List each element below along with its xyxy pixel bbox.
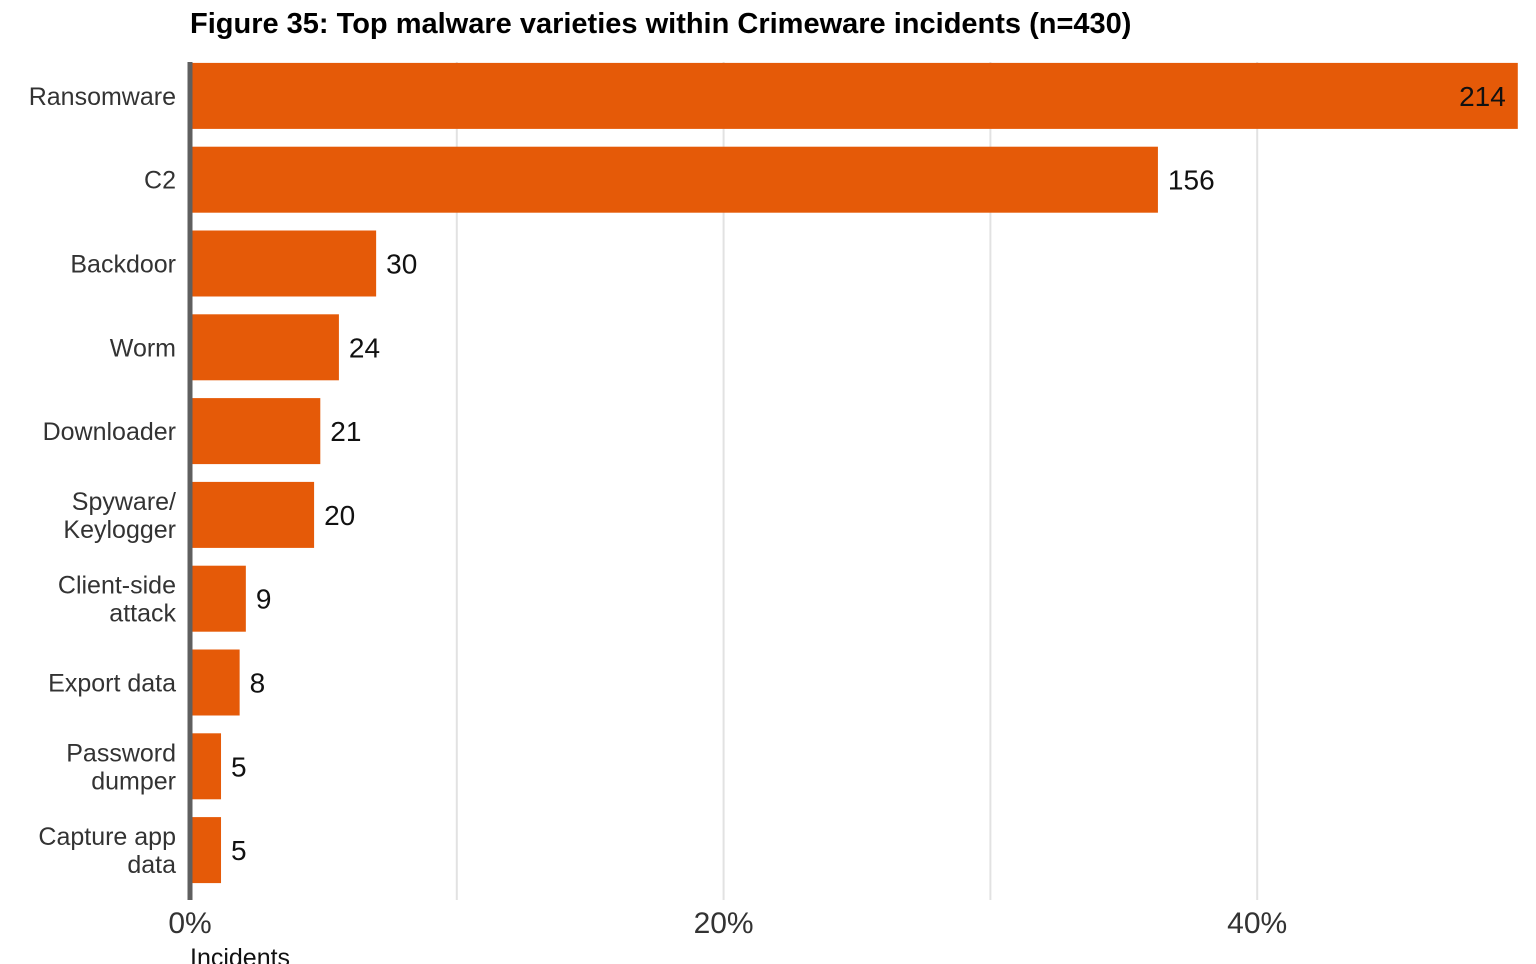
bar — [190, 146, 1158, 213]
bar-value-label: 21 — [330, 416, 361, 447]
category-label: Spyware/Keylogger — [63, 488, 176, 544]
bar — [190, 817, 222, 884]
category-label: Password dumper — [66, 739, 176, 795]
bar-value-label: 214 — [1459, 81, 1506, 112]
x-tick-label: 20% — [694, 907, 754, 940]
bar — [190, 733, 222, 800]
category-label: Downloader — [43, 418, 176, 446]
bar — [190, 398, 321, 465]
category-label-line: data — [127, 851, 176, 879]
bar-value-label: 20 — [324, 500, 355, 531]
bar — [190, 230, 377, 297]
category-label: C2 — [144, 167, 176, 195]
value-labels: 214 156 30 24 21 20 9 8 5 5 — [231, 81, 1506, 866]
category-label: Client-side attack — [58, 572, 177, 628]
bar-value-label: 9 — [256, 584, 272, 615]
bar — [190, 649, 240, 716]
category-label-line: Keylogger — [63, 516, 176, 544]
bar-value-label: 156 — [1168, 165, 1215, 196]
category-labels: Ransomware C2 Backdoor Worm Downloader Spywar… — [29, 83, 177, 879]
bars — [190, 62, 1518, 884]
category-label: Worm — [110, 334, 176, 362]
bar — [190, 314, 339, 381]
category-label: Ransomware — [29, 83, 176, 111]
x-tick-label: 0% — [168, 907, 211, 940]
bar-value-label: 24 — [349, 332, 380, 363]
category-label-line: attack — [109, 600, 176, 628]
bar-value-label: 30 — [386, 249, 417, 280]
category-label-line: Password — [66, 739, 176, 767]
category-label-line: Downloader — [43, 418, 176, 446]
category-label-line: dumper — [91, 767, 176, 795]
x-axis-title: Incidents — [190, 944, 290, 964]
category-label-line: Spyware/ — [72, 488, 176, 516]
category-label: Backdoor — [70, 251, 176, 279]
bar — [190, 62, 1518, 129]
x-axis-ticks: 0% 20% 40% — [168, 907, 1287, 940]
bar-value-label: 5 — [231, 835, 247, 866]
x-tick-label: 40% — [1227, 907, 1287, 940]
category-label-line: Export data — [48, 670, 176, 698]
category-label: Export data — [48, 670, 176, 698]
category-label-line: Client-side — [58, 572, 176, 600]
category-label: Capture app data — [38, 823, 176, 879]
chart-title: Figure 35: Top malware varieties within … — [190, 8, 1132, 40]
category-label-line: Worm — [110, 334, 176, 362]
category-label-line: Ransomware — [29, 83, 176, 111]
category-label-line: C2 — [144, 167, 176, 195]
category-label-line: Capture app — [38, 823, 176, 851]
bar — [190, 481, 315, 548]
bar-value-label: 5 — [231, 751, 247, 782]
category-label-line: Backdoor — [70, 251, 176, 279]
bar — [190, 565, 246, 632]
bar-value-label: 8 — [250, 668, 266, 699]
